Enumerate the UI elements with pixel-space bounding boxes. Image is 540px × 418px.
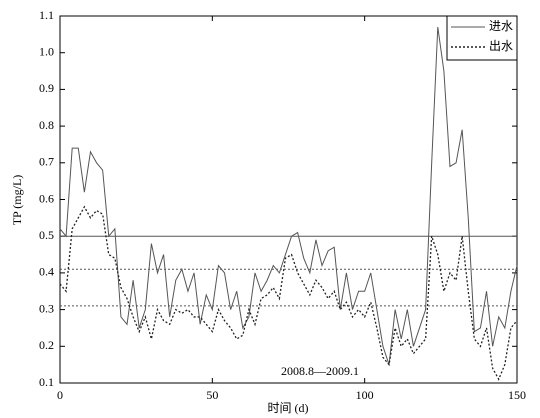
legend-box bbox=[446, 15, 518, 61]
y-tick-label: 0.2 bbox=[39, 338, 54, 352]
y-tick-label: 0.1 bbox=[39, 375, 54, 389]
x-tick-label: 0 bbox=[57, 388, 63, 402]
series-line bbox=[59, 26, 518, 365]
y-tick-label: 0.8 bbox=[39, 118, 54, 132]
y-tick-label: 1.1 bbox=[39, 8, 54, 22]
x-tick-label: 100 bbox=[356, 388, 374, 402]
y-tick-label: 1.0 bbox=[39, 44, 54, 58]
annotation: 2008.8—2009.1 bbox=[281, 364, 359, 378]
y-tick-label: 0.5 bbox=[39, 228, 54, 242]
legend-label: 出水 bbox=[489, 39, 513, 53]
plot-frame bbox=[59, 15, 518, 384]
y-axis-label: TP (mg/L) bbox=[10, 175, 24, 226]
series-line bbox=[59, 205, 518, 381]
y-tick-label: 0.6 bbox=[39, 191, 54, 205]
x-axis-label: 时间 (d) bbox=[268, 401, 309, 415]
y-tick-label: 0.9 bbox=[39, 81, 54, 95]
y-tick-label: 0.7 bbox=[39, 155, 54, 169]
x-tick-label: 150 bbox=[508, 388, 526, 402]
y-tick-label: 0.4 bbox=[39, 265, 54, 279]
legend-label: 进水 bbox=[489, 19, 513, 33]
y-tick-label: 0.3 bbox=[39, 301, 54, 315]
x-tick-label: 50 bbox=[206, 388, 218, 402]
